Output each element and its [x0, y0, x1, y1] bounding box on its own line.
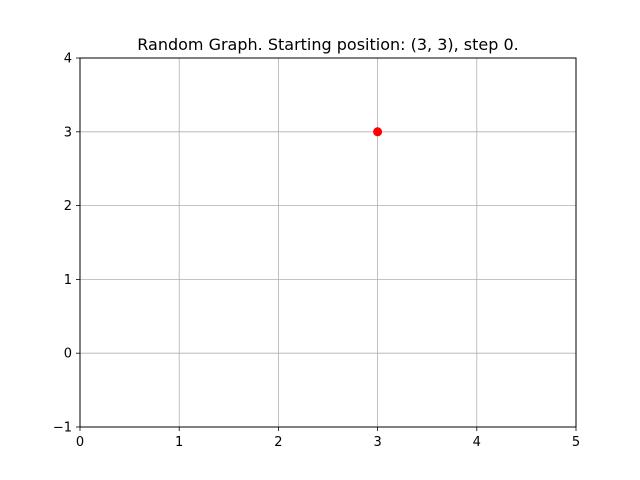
y-tick-label: 3	[64, 125, 72, 140]
x-tick-label: 5	[572, 435, 580, 450]
y-tick-label: 2	[64, 199, 72, 214]
x-tick-label: 2	[274, 435, 282, 450]
ticks: 0 1 2 3 4 5 −1 0 1 2 3 4	[53, 52, 580, 451]
plot-frame	[79, 57, 577, 428]
x-tick-label: 0	[76, 435, 84, 450]
data-points	[373, 127, 383, 137]
x-tick-label: 1	[175, 435, 183, 450]
chart-title: Random Graph. Starting position: (3, 3),…	[137, 35, 519, 54]
y-tick-label: 4	[64, 52, 72, 67]
x-tick-label: 3	[373, 435, 381, 450]
y-tick-label: 0	[64, 347, 72, 362]
y-tick-label: −1	[53, 421, 72, 436]
data-point	[373, 127, 383, 137]
x-tick-label: 4	[473, 435, 481, 450]
grid	[79, 57, 577, 428]
y-tick-label: 1	[64, 273, 72, 288]
